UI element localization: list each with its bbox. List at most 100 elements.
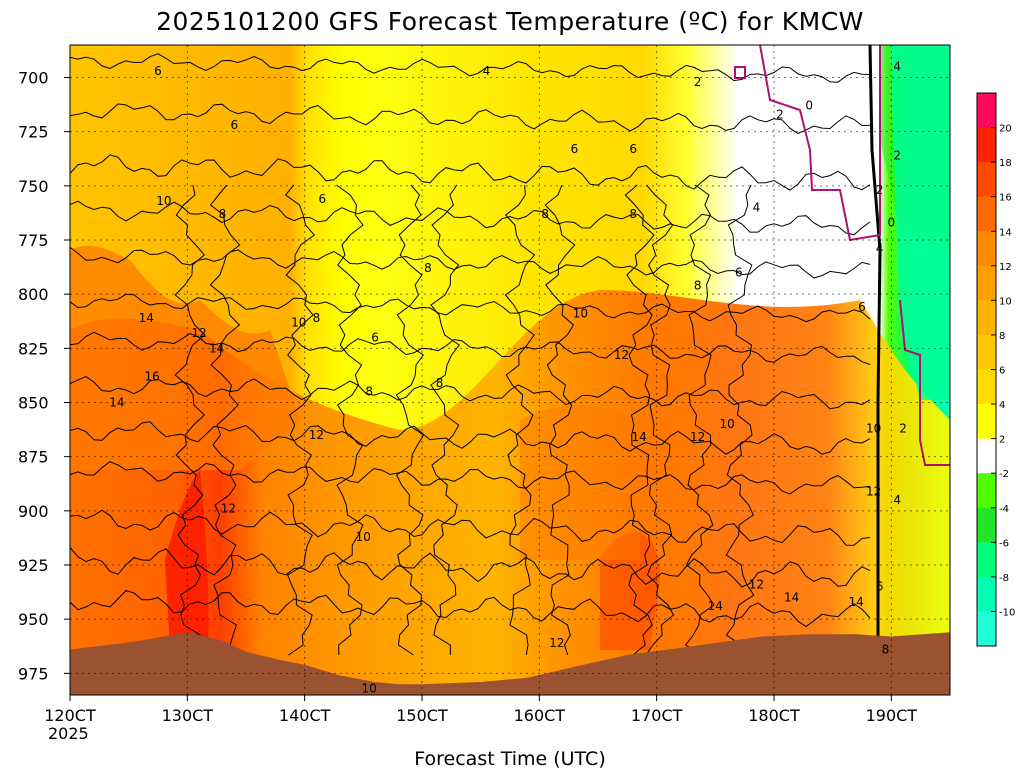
x-tick-label: 160CT	[514, 706, 566, 725]
contour-label: 12	[191, 326, 206, 340]
contour-label: 10	[362, 682, 377, 696]
contour-label: 8	[436, 376, 444, 390]
contour-line	[544, 184, 576, 656]
contour-label: 8	[219, 207, 227, 221]
colorbar-label: 10	[999, 296, 1012, 307]
contour-label: 14	[784, 591, 799, 605]
colorbar-swatch	[977, 438, 996, 474]
contour-line	[209, 184, 241, 656]
contour-label: 6	[876, 580, 884, 594]
warm-core-2	[520, 405, 640, 560]
contour-label: 2	[893, 149, 901, 163]
colorbar-label: -6	[999, 538, 1009, 549]
coldest-layer-right	[890, 45, 950, 400]
colorbar-swatch	[977, 300, 996, 336]
x-tick-label: 180CT	[748, 706, 800, 725]
contour-line	[395, 184, 425, 656]
colorbar-swatch	[977, 576, 996, 612]
x-tick-label: 120CT	[44, 706, 96, 725]
contour-label: 6	[735, 266, 743, 280]
contour-label: 14	[708, 599, 723, 613]
freezing-line	[759, 45, 881, 242]
x-tick-label: 150CT	[396, 706, 448, 725]
colorbar-swatch	[977, 404, 996, 440]
x-tick-label: 140CT	[279, 706, 331, 725]
contour-label: 6	[318, 192, 326, 206]
contour-line	[685, 184, 715, 656]
freezing-line	[734, 66, 746, 79]
contour-label: 12	[614, 348, 629, 362]
contour-line	[70, 421, 871, 455]
contour-label: 12	[749, 578, 764, 592]
colorbar-label: 16	[999, 193, 1012, 204]
y-tick-label: 750	[18, 177, 49, 196]
colorbar-swatch	[977, 611, 996, 647]
contour-line	[70, 331, 871, 365]
y-tick-label: 875	[18, 448, 49, 467]
surface-terrain	[70, 632, 950, 695]
contour-label: 8	[694, 279, 702, 293]
contour-line	[645, 184, 675, 656]
contour-line	[70, 293, 871, 323]
contour-label: 14	[139, 311, 154, 325]
colorbar-swatch	[977, 196, 996, 232]
colorbar-swatch	[977, 369, 996, 405]
contour-label: 10	[573, 307, 588, 321]
contour-label: 4	[893, 493, 901, 507]
contour-label: 10	[356, 530, 371, 544]
y-axis: 700 725 750 775 800 825 850 875 900 925 950 975	[18, 69, 70, 683]
colorbar-label: 12	[999, 262, 1012, 273]
x-tick-label: 190CT	[866, 706, 918, 725]
colorbar-swatch	[977, 507, 996, 543]
contour-label: 2	[876, 183, 884, 197]
y-tick-label: 900	[18, 502, 49, 521]
colorbar-swatch	[977, 542, 996, 578]
contour-label: 10	[866, 422, 881, 436]
contour-line	[336, 184, 364, 656]
contour-line	[70, 246, 871, 279]
contour-line	[725, 184, 755, 656]
contour-label: 14	[848, 595, 863, 609]
colorbar: 20 18 16 14 12 10 8 6 4 2 -2 -4 -6 -8 -10	[976, 92, 1015, 647]
contour-label: 6	[154, 64, 162, 78]
colorbar-swatch	[977, 93, 996, 129]
contour-label: 4	[483, 64, 491, 78]
colorbar-swatch	[977, 231, 996, 267]
contour-line	[70, 547, 871, 588]
contour-label: 4	[893, 60, 901, 74]
contour-label: 8	[541, 207, 549, 221]
x-tick-label: 130CT	[162, 706, 214, 725]
contour-label: 12	[690, 430, 705, 444]
warm-core-1	[600, 532, 660, 650]
contour-label: 6	[858, 300, 866, 314]
colorbar-swatch	[977, 334, 996, 370]
contour-label: 4	[753, 201, 761, 215]
colorbar-swatch	[977, 473, 996, 509]
contour-label: 14	[109, 396, 124, 410]
colorbar-label: -10	[999, 607, 1015, 618]
y-tick-label: 775	[18, 231, 49, 250]
contour-line	[504, 184, 536, 656]
y-tick-label: 850	[18, 394, 49, 413]
x-axis-title: Forecast Time (UTC)	[414, 748, 605, 768]
chart-title: 2025101200 GFS Forecast Temperature (ºC)…	[156, 7, 864, 36]
contour-line	[430, 184, 460, 656]
contour-label: 10	[719, 417, 734, 431]
warm-layer-left	[70, 245, 300, 470]
colorbar-label: 8	[999, 331, 1005, 342]
y-tick-label: 825	[18, 339, 49, 358]
contour-line	[70, 590, 871, 628]
colorbar-swatch	[977, 162, 996, 198]
contour-label: 8	[882, 643, 890, 657]
contour-line	[70, 376, 871, 410]
contour-label: 0	[887, 216, 895, 230]
colorbar-label: -8	[999, 573, 1009, 584]
contour-label: 10	[291, 315, 306, 329]
contour-label: 4	[876, 242, 884, 256]
contour-label: 14	[631, 430, 646, 444]
colorbar-label: 4	[999, 400, 1005, 411]
grid-lines	[70, 45, 950, 695]
